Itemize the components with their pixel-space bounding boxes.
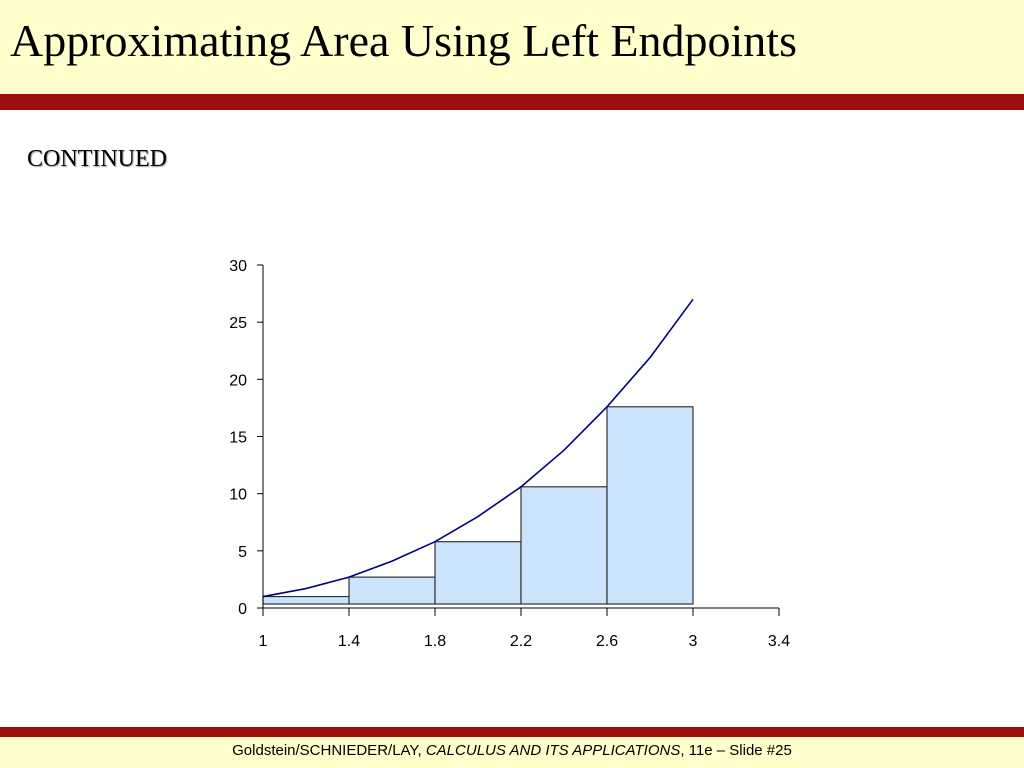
- footer-slide-number: , 11e – Slide #25: [680, 742, 792, 759]
- bar-1: [262, 595, 350, 605]
- bar-2: [348, 576, 436, 605]
- y-tick-label: 20: [229, 372, 247, 389]
- x-tick-label: 2.6: [596, 633, 618, 650]
- riemann-sum-chart: 0 5 10 15 20 25 30 1 1.4 1.8 2.2 2.6 3 3.4: [229, 258, 790, 650]
- footer-band: [0, 737, 1024, 768]
- x-tick-label: 3.4: [768, 633, 790, 650]
- x-tick-label: 2.2: [510, 633, 532, 650]
- title-divider: [0, 94, 1024, 110]
- footer-book-title: CALCULUS AND ITS APPLICATIONS: [425, 742, 681, 759]
- bar-3: [434, 541, 522, 605]
- slide-subtitle: CONTINUED: [27, 146, 167, 172]
- bar-5: [606, 406, 694, 605]
- y-tick-label: 15: [229, 430, 247, 447]
- x-tick-label: 1.4: [338, 633, 360, 650]
- y-tick-label: 10: [229, 487, 247, 504]
- x-tick-label: 1.8: [424, 633, 446, 650]
- bars-layer: [262, 406, 694, 605]
- title-band: [0, 0, 1024, 94]
- footer-divider: [0, 727, 1024, 737]
- y-tick-label: 0: [238, 601, 247, 618]
- y-tick-label: 25: [229, 315, 247, 332]
- function-curve: [262, 298, 694, 598]
- slide-footer: Goldstein/SCHNIEDER/LAY, CALCULUS AND IT…: [0, 742, 1024, 759]
- x-tick-label: 3: [689, 633, 698, 650]
- curve-layer: [262, 298, 694, 598]
- y-tick-label: 30: [229, 258, 247, 275]
- slide-title: Approximating Area Using Left Endpoints: [10, 15, 797, 66]
- footer-authors: Goldstein/SCHNIEDER/LAY,: [232, 742, 426, 759]
- x-tick-label: 1: [259, 633, 268, 650]
- y-tick-label: 5: [238, 544, 247, 561]
- axes-layer: 0 5 10 15 20 25 30 1 1.4 1.8 2.2 2.6 3 3.4: [229, 258, 790, 650]
- bar-4: [520, 486, 608, 605]
